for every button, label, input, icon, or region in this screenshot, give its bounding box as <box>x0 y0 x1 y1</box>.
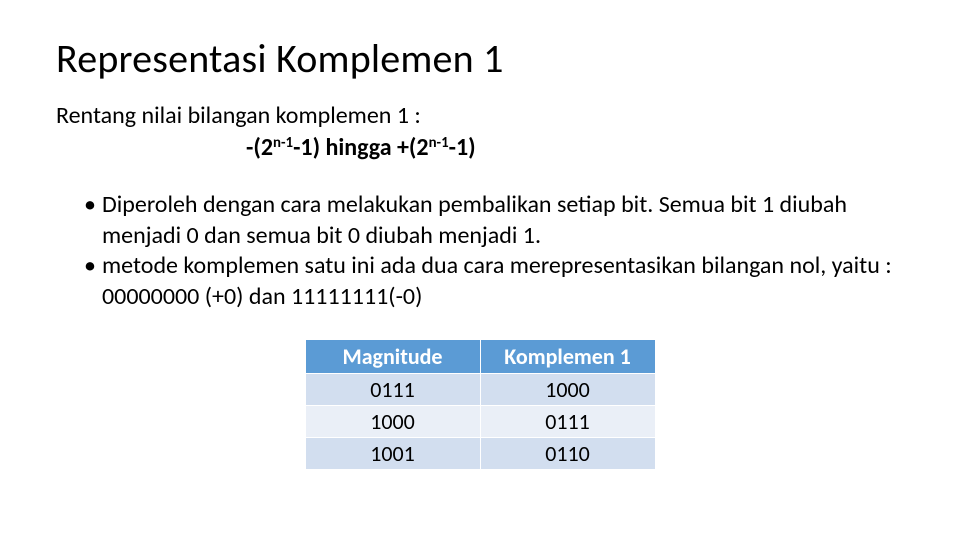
formula-exp1: n-1 <box>273 133 293 151</box>
formula-exp2: n-1 <box>429 133 449 151</box>
list-item: metode komplemen satu ini ada dua cara m… <box>84 251 904 312</box>
table-row: 1000 0111 <box>305 405 655 437</box>
formula-suffix: -1) <box>449 133 476 162</box>
table-cell: 0110 <box>480 437 655 469</box>
list-item: Diperoleh dengan cara melakukan pembalik… <box>84 190 904 251</box>
table-header-row: Magnitude Komplemen 1 <box>305 339 655 373</box>
formula-prefix: -(2 <box>246 133 273 162</box>
table-row: 1001 0110 <box>305 437 655 469</box>
range-formula: -(2n-1-1) hingga +(2n-1-1) <box>246 132 904 162</box>
table-cell: 1000 <box>480 373 655 405</box>
table-header-magnitude: Magnitude <box>305 339 480 373</box>
bullet-list: Diperoleh dengan cara melakukan pembalik… <box>56 190 904 313</box>
table-cell: 1001 <box>305 437 480 469</box>
table-row: 0111 1000 <box>305 373 655 405</box>
subtitle-text: Rentang nilai bilangan komplemen 1 : <box>56 101 904 130</box>
table-cell: 0111 <box>480 405 655 437</box>
complement-table: Magnitude Komplemen 1 0111 1000 1000 011… <box>305 339 656 470</box>
table-cell: 0111 <box>305 373 480 405</box>
formula-mid: -1) hingga +(2 <box>293 133 428 162</box>
page-title: Representasi Komplemen 1 <box>56 34 904 83</box>
table-header-komplemen: Komplemen 1 <box>480 339 655 373</box>
table-cell: 1000 <box>305 405 480 437</box>
